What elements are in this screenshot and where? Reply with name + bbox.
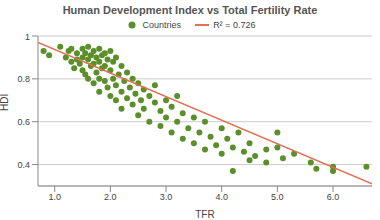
- svg-text:2.0: 2.0: [104, 192, 117, 202]
- svg-text:1: 1: [25, 32, 30, 42]
- svg-text:0.4: 0.4: [17, 160, 30, 170]
- svg-text:0.6: 0.6: [17, 117, 30, 127]
- svg-text:5.0: 5.0: [271, 192, 284, 202]
- svg-text:HDI: HDI: [8, 94, 10, 111]
- html-text:R² = 0.726: R² = 0.726: [213, 20, 256, 30]
- svg-text:0.8: 0.8: [17, 74, 30, 84]
- html-text:Human Development Index vs Tot: Human Development Index vs Total Fertili…: [62, 4, 318, 16]
- svg-text:3.0: 3.0: [160, 192, 173, 202]
- svg-text:1.0: 1.0: [48, 192, 61, 202]
- html-text:Countries: Countries: [142, 20, 182, 30]
- svg-text:TFR: TFR: [195, 209, 214, 218]
- svg-text:6.0: 6.0: [327, 192, 340, 202]
- svg-text:4.0: 4.0: [215, 192, 228, 202]
